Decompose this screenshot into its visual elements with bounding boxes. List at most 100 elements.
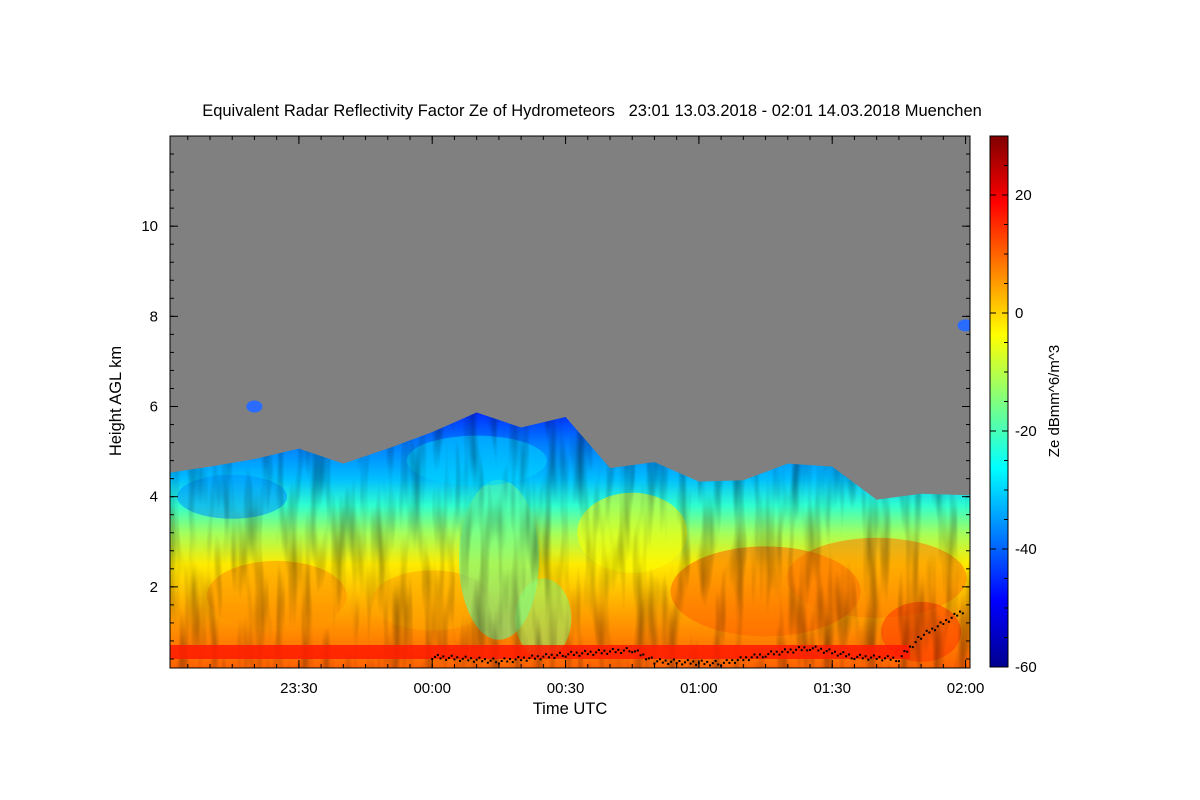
cloud-base-point: [759, 653, 761, 656]
cloud-base-point: [797, 646, 800, 649]
cloud-base-point: [711, 662, 714, 665]
cloud-base-point: [561, 654, 564, 657]
cloud-base-point: [489, 659, 492, 662]
cloud-base-point: [606, 652, 609, 655]
isolated-echo: [246, 400, 263, 413]
cloud-base-point: [761, 656, 764, 659]
cloud-base-point: [450, 654, 453, 657]
cloud-base-point: [534, 657, 536, 660]
cloud-base-point: [836, 654, 839, 657]
cloud-base-point: [647, 657, 650, 660]
cloud-base-point: [456, 656, 459, 659]
colorbar-tick-label: 0: [1015, 305, 1023, 322]
cloud-base-point: [614, 651, 617, 654]
cloud-base-point: [547, 656, 550, 659]
cloud-base-point: [884, 657, 886, 660]
cloud-base-point: [822, 651, 825, 654]
cloud-base-point: [517, 656, 520, 658]
cloud-base-point: [781, 650, 784, 653]
cloud-base-point: [597, 649, 600, 651]
cloud-base-point: [803, 646, 806, 649]
cloud-base-point: [559, 651, 561, 654]
x-axis-label: Time UTC: [533, 700, 608, 718]
cloud-base-point: [653, 662, 656, 665]
cloud-base-point: [853, 658, 856, 660]
cloud-base-point: [689, 662, 692, 665]
y-axis: 2 4 6 8 10: [141, 153, 970, 660]
isolated-echo: [957, 319, 970, 332]
cloud-base-point: [859, 653, 861, 656]
cloud-base-point: [525, 659, 528, 662]
cloud-base-point: [595, 651, 598, 654]
cloud-base-point: [578, 654, 581, 657]
cloud-base-point: [911, 646, 914, 649]
cloud-base-point: [484, 658, 486, 661]
cloud-base-point: [831, 652, 834, 655]
cloud-base-point: [464, 655, 467, 658]
cloud-base-point: [953, 612, 956, 615]
cloud-base-point: [875, 658, 878, 660]
y-tick-label: 2: [150, 579, 158, 596]
cloud-base-point: [892, 656, 895, 659]
cloud-base-point: [839, 652, 842, 655]
cloud-base-point: [475, 658, 478, 661]
cloud-base-point: [661, 661, 664, 664]
cloud-base-point: [667, 663, 670, 665]
cloud-base-point: [609, 650, 611, 653]
cloud-base-point: [789, 648, 792, 651]
cloud-base-point: [772, 653, 775, 656]
cloud-base-point: [500, 660, 503, 662]
cloud-base-point: [725, 659, 728, 662]
cloud-base-point: [811, 647, 814, 650]
cloud-base-point: [461, 657, 464, 660]
cloud-base-point: [925, 629, 928, 632]
cloud-base-point: [506, 660, 509, 663]
cloud-base-point: [531, 654, 534, 657]
cloud-base-point: [522, 656, 525, 659]
cloud-base-point: [675, 662, 678, 665]
cloud-base-point: [495, 661, 498, 664]
cloud-base-point: [684, 661, 686, 664]
cloud-base-point: [775, 650, 778, 653]
cloud-base-point: [909, 645, 911, 648]
cloud-base-point: [945, 619, 948, 622]
cloud-base-point: [539, 658, 542, 661]
cloud-base-point: [872, 654, 875, 657]
cloud-base-point: [472, 660, 475, 663]
cloud-base-point: [436, 653, 439, 656]
cloud-base-point: [556, 654, 559, 657]
plot-frame: [169, 135, 971, 669]
cloud-base-point: [870, 656, 873, 659]
x-axis: 23:30 00:00 00:30 01:00 01:30 02:00: [187, 136, 984, 697]
cloud-base-point: [914, 641, 917, 644]
cloud-base-point: [959, 610, 961, 613]
cloud-base-point: [842, 651, 845, 654]
cloud-base-point: [889, 658, 892, 661]
y-axis-label: Height AGL km: [107, 346, 125, 456]
cloud-base-point: [956, 614, 959, 617]
cloud-base-point: [603, 649, 606, 652]
x-tick-label: 23:30: [280, 680, 318, 697]
cloud-base-point: [620, 652, 623, 654]
cloud-base-point: [589, 650, 592, 653]
cloud-base-point: [434, 655, 436, 658]
cloud-base-point: [439, 657, 442, 660]
cloud-base-point: [731, 659, 734, 662]
x-tick-label: 00:30: [547, 680, 585, 697]
cloud-base-point: [717, 663, 720, 666]
y-tick-label: 6: [150, 399, 158, 416]
cloud-base-point: [806, 649, 809, 652]
cloud-base-point: [692, 660, 695, 663]
cloud-base-point: [622, 649, 625, 652]
cloud-base-point: [864, 655, 867, 658]
cloud-base-point: [745, 656, 748, 659]
cloud-base-dots: [431, 610, 964, 667]
cloud-base-point: [922, 633, 925, 636]
colorbar-tick-label: 20: [1015, 187, 1032, 204]
cloud-base-point: [920, 637, 923, 640]
cloud-base-point: [706, 660, 709, 663]
cloud-base-point: [600, 652, 603, 655]
cloud-base-point: [784, 648, 786, 651]
cloud-base-point: [567, 653, 570, 656]
